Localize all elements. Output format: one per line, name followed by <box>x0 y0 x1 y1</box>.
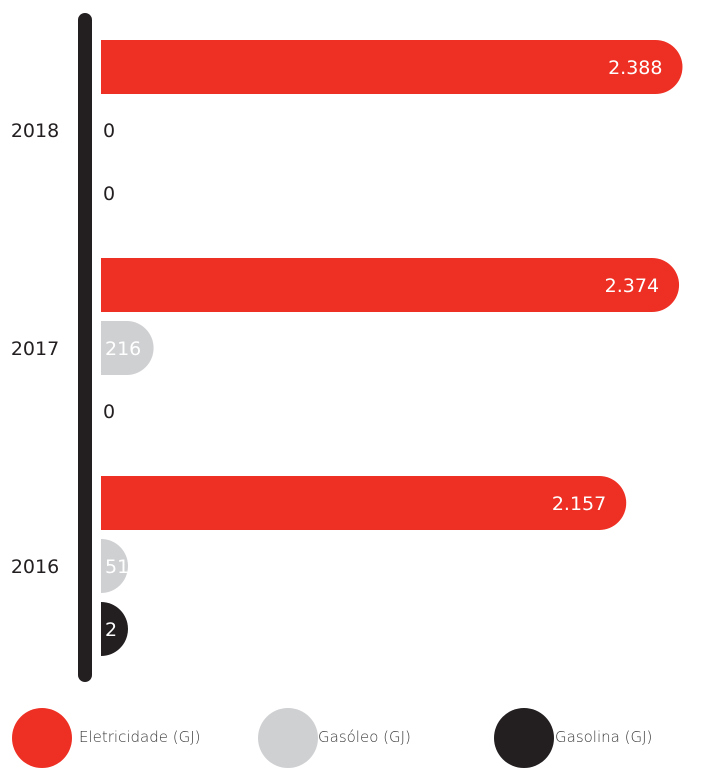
legend-swatch-gasolina <box>494 708 554 768</box>
bar-eletricidade-2018-label: 2.388 <box>608 57 662 79</box>
bar-gasolina-2018-label: 0 <box>103 183 115 205</box>
legend-label-gasolina: Gasolina (GJ) <box>555 728 653 746</box>
bar-eletricidade-2018 <box>101 40 683 94</box>
bar-chart: 2018 2.388 0 0 2017 2.374 216 0 2016 2.157 51 2 <box>11 13 683 682</box>
bar-gasoleo-2017 <box>101 321 154 375</box>
legend-label-eletricidade: Eletricidade (GJ) <box>79 728 201 746</box>
bar-gasolina-2017-label: 0 <box>103 401 115 423</box>
bar-eletricidade-2017 <box>101 258 680 312</box>
bar-gasolina-2016-label: 2 <box>105 619 117 641</box>
bar-gasoleo-2016-label: 51 <box>105 556 129 578</box>
bar-eletricidade-2016 <box>101 476 627 530</box>
legend-label-gasoleo: Gasóleo (GJ) <box>318 728 411 746</box>
bar-gasolina-2016 <box>101 602 128 656</box>
bar-gasoleo-2018-label: 0 <box>103 120 115 142</box>
bar-eletricidade-2017-label: 2.374 <box>605 275 659 297</box>
legend-swatch-gasoleo <box>258 708 318 768</box>
bar-gasoleo-2017-label: 216 <box>105 338 141 360</box>
bar-gasoleo-2016 <box>101 539 128 593</box>
legend: Eletricidade (GJ) Gasóleo (GJ) Gasolina … <box>0 708 707 768</box>
legend-swatch-eletricidade <box>12 708 72 768</box>
category-label-2018: 2018 <box>11 120 59 142</box>
bar-eletricidade-2016-label: 2.157 <box>552 493 606 515</box>
category-label-2016: 2016 <box>11 556 59 578</box>
category-label-2017: 2017 <box>11 338 59 360</box>
